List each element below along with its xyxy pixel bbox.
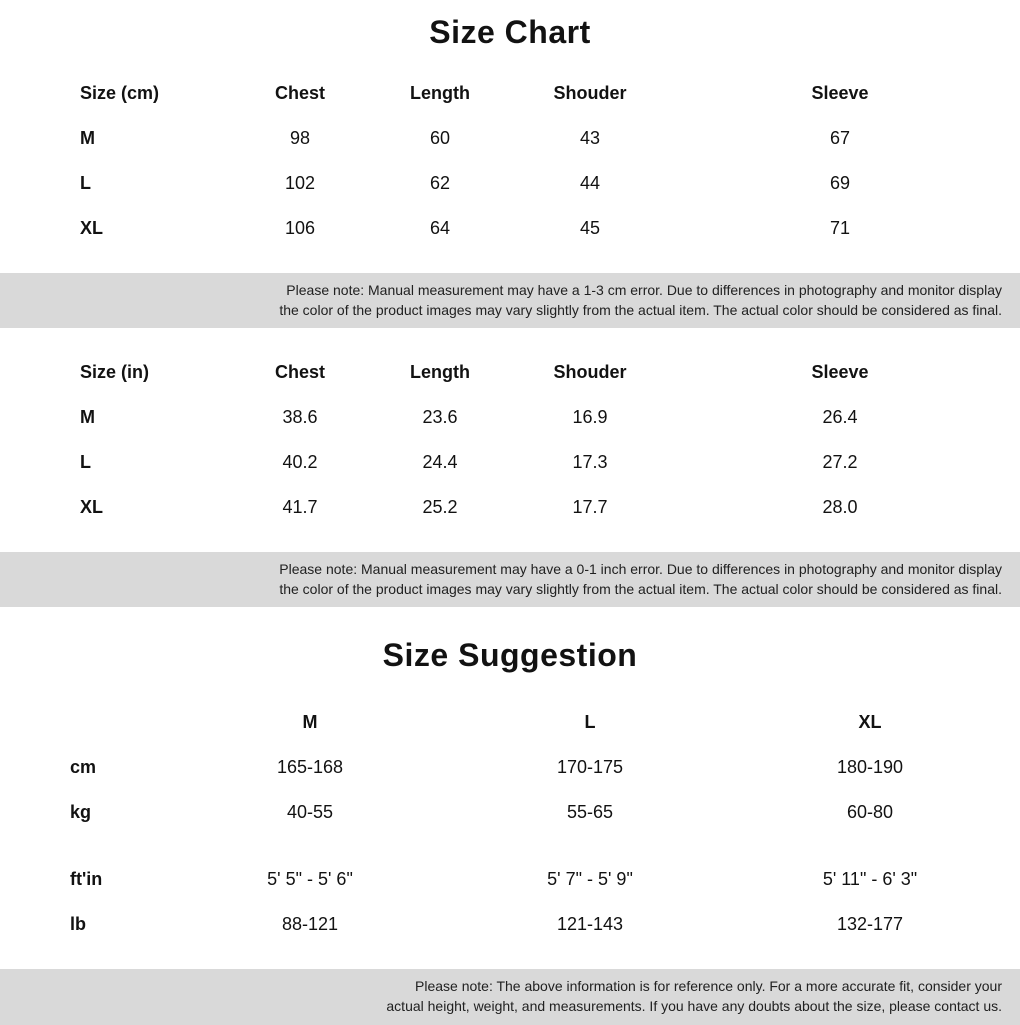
- th-shoulder: Shouder: [510, 350, 670, 395]
- td: 55-65: [450, 790, 730, 835]
- td-sleeve: 67: [670, 116, 1010, 161]
- th-chest: Chest: [230, 350, 370, 395]
- th-size-cm: Size (cm): [10, 71, 230, 116]
- note-line: Please note: The above information is fo…: [18, 977, 1002, 997]
- td-shoulder: 45: [510, 206, 670, 251]
- td-length: 23.6: [370, 395, 510, 440]
- th-sleeve: Sleeve: [670, 71, 1010, 116]
- th-size-in: Size (in): [10, 350, 230, 395]
- note-line: Please note: Manual measurement may have…: [18, 560, 1002, 580]
- note-line: the color of the product images may vary…: [18, 580, 1002, 600]
- row-label-kg: kg: [10, 790, 170, 835]
- td: 5' 5" - 5' 6": [170, 857, 450, 902]
- td-chest: 106: [230, 206, 370, 251]
- table-row: M L XL: [10, 700, 1010, 745]
- td: 132-177: [730, 902, 1010, 947]
- td-size: M: [10, 395, 230, 440]
- td-size: M: [10, 116, 230, 161]
- size-suggestion-title: Size Suggestion: [0, 637, 1020, 674]
- note-line: the color of the product images may vary…: [18, 301, 1002, 321]
- th-xl: XL: [730, 700, 1010, 745]
- note-line: Please note: Manual measurement may have…: [18, 281, 1002, 301]
- th-shoulder: Shouder: [510, 71, 670, 116]
- td-size: L: [10, 440, 230, 485]
- th-length: Length: [370, 350, 510, 395]
- td-sleeve: 69: [670, 161, 1010, 206]
- th-sleeve: Sleeve: [670, 350, 1010, 395]
- td-chest: 38.6: [230, 395, 370, 440]
- note-line: actual height, weight, and measurements.…: [18, 997, 1002, 1017]
- td-size: XL: [10, 485, 230, 530]
- row-label-lb: lb: [10, 902, 170, 947]
- td: 40-55: [170, 790, 450, 835]
- td-sleeve: 71: [670, 206, 1010, 251]
- td-length: 60: [370, 116, 510, 161]
- th-l: L: [450, 700, 730, 745]
- table-row: lb 88-121 121-143 132-177: [10, 902, 1010, 947]
- td: 5' 11" - 6' 3": [730, 857, 1010, 902]
- th-length: Length: [370, 71, 510, 116]
- th-chest: Chest: [230, 71, 370, 116]
- table-row: kg 40-55 55-65 60-80: [10, 790, 1010, 835]
- td-length: 64: [370, 206, 510, 251]
- td: 170-175: [450, 745, 730, 790]
- td-size: L: [10, 161, 230, 206]
- td-shoulder: 16.9: [510, 395, 670, 440]
- td-size: XL: [10, 206, 230, 251]
- row-label-ftin: ft'in: [10, 857, 170, 902]
- td-chest: 98: [230, 116, 370, 161]
- size-chart-title: Size Chart: [0, 14, 1020, 51]
- td-shoulder: 17.3: [510, 440, 670, 485]
- row-label-cm: cm: [10, 745, 170, 790]
- td: 121-143: [450, 902, 730, 947]
- td-sleeve: 28.0: [670, 485, 1010, 530]
- td: 88-121: [170, 902, 450, 947]
- td: 165-168: [170, 745, 450, 790]
- table-row: cm 165-168 170-175 180-190: [10, 745, 1010, 790]
- note-cm: Please note: Manual measurement may have…: [0, 273, 1020, 328]
- td-length: 24.4: [370, 440, 510, 485]
- note-in: Please note: Manual measurement may have…: [0, 552, 1020, 607]
- td-chest: 102: [230, 161, 370, 206]
- size-suggestion-table: M L XL cm 165-168 170-175 180-190 kg 40-…: [0, 700, 1020, 947]
- td-chest: 41.7: [230, 485, 370, 530]
- spacer: [10, 835, 1010, 857]
- note-suggestion: Please note: The above information is fo…: [0, 969, 1020, 1024]
- td: 60-80: [730, 790, 1010, 835]
- size-chart-cm-table: Size (cm) Chest Length Shouder Sleeve M …: [0, 71, 1020, 251]
- td: 5' 7" - 5' 9": [450, 857, 730, 902]
- td-chest: 40.2: [230, 440, 370, 485]
- th-blank: [10, 711, 170, 735]
- td: 180-190: [730, 745, 1010, 790]
- td-length: 62: [370, 161, 510, 206]
- td-shoulder: 44: [510, 161, 670, 206]
- td-shoulder: 17.7: [510, 485, 670, 530]
- table-row: ft'in 5' 5" - 5' 6" 5' 7" - 5' 9" 5' 11"…: [10, 857, 1010, 902]
- td-shoulder: 43: [510, 116, 670, 161]
- td-sleeve: 27.2: [670, 440, 1010, 485]
- td-length: 25.2: [370, 485, 510, 530]
- th-m: M: [170, 700, 450, 745]
- size-chart-in-table: Size (in) Chest Length Shouder Sleeve M …: [0, 350, 1020, 530]
- td-sleeve: 26.4: [670, 395, 1010, 440]
